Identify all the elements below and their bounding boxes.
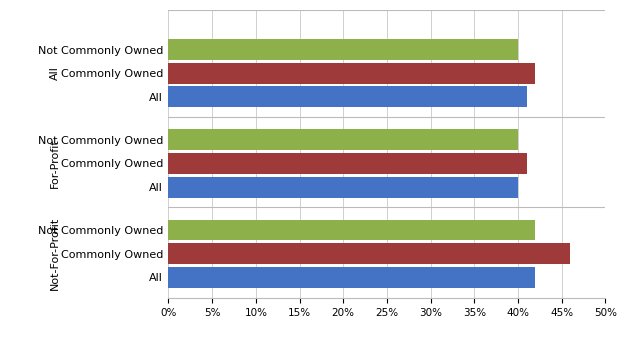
Text: All: All: [49, 66, 59, 80]
Bar: [168, 267, 535, 288]
Bar: [168, 129, 518, 150]
Text: Not-For-Profit: Not-For-Profit: [49, 217, 59, 290]
Bar: [168, 63, 535, 84]
Bar: [168, 243, 570, 264]
Bar: [168, 86, 527, 107]
Bar: [168, 153, 527, 174]
Bar: [168, 220, 535, 240]
Bar: [168, 39, 518, 60]
Bar: [168, 177, 518, 198]
Text: For-Profit: For-Profit: [49, 139, 59, 188]
